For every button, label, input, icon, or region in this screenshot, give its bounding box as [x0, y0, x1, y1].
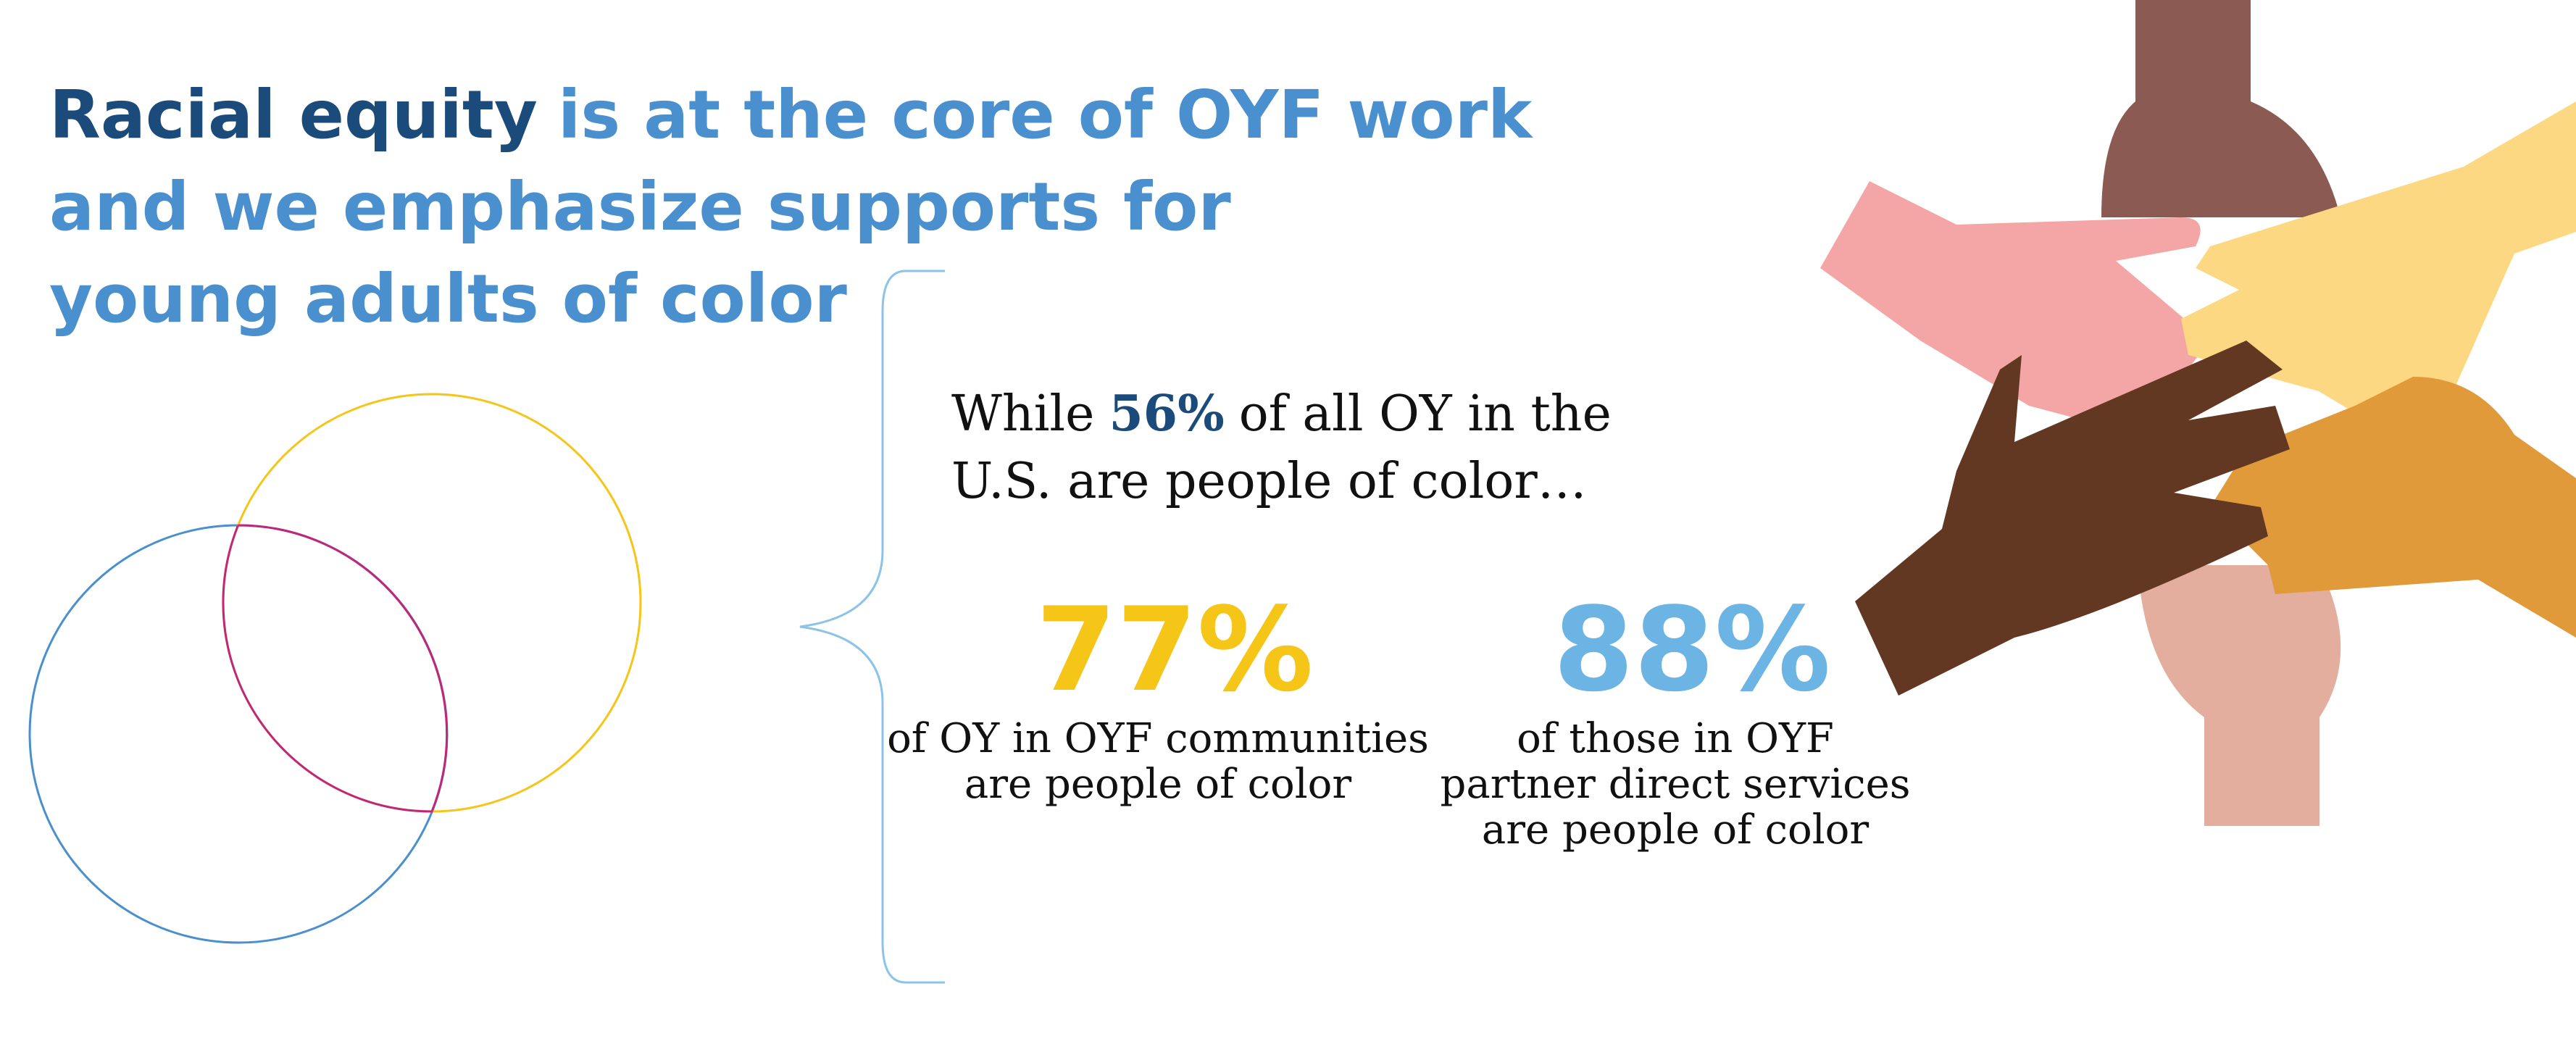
venn	[28, 393, 642, 944]
stat-value: 88%	[1554, 582, 1831, 717]
stat-caption: are people of color	[1482, 806, 1869, 854]
title: Racial equity is at the core of OYF work …	[49, 76, 1533, 338]
stat-value: 77%	[1036, 582, 1314, 717]
intro-text: of all OY in the	[1239, 385, 1612, 443]
stat-caption: are people of color	[964, 761, 1351, 808]
title-line: Racial equity is at the core of OYF work	[49, 76, 1533, 154]
title-highlight: Racial equity	[49, 76, 538, 154]
intro-highlight: 56%	[1109, 385, 1224, 443]
stat-caption: of those in OYF	[1517, 715, 1834, 762]
title-line: young adults of color	[49, 260, 848, 338]
hands-illustration	[1820, 0, 2576, 826]
stat-caption: partner direct services	[1440, 761, 1910, 808]
stat-caption: of OY in OYF communities	[887, 715, 1429, 762]
intro: While 56% of all OY in the U.S. are people…	[951, 385, 1612, 510]
overlap	[222, 524, 449, 813]
intro-text: While	[951, 385, 1094, 443]
intro-line: U.S. are people of color…	[951, 453, 1587, 510]
title-line: and we emphasize supports for	[49, 168, 1231, 246]
intro-line: While 56% of all OY in the	[951, 385, 1612, 443]
brace	[799, 270, 945, 984]
title-text: is at the core of OYF work	[558, 76, 1533, 154]
